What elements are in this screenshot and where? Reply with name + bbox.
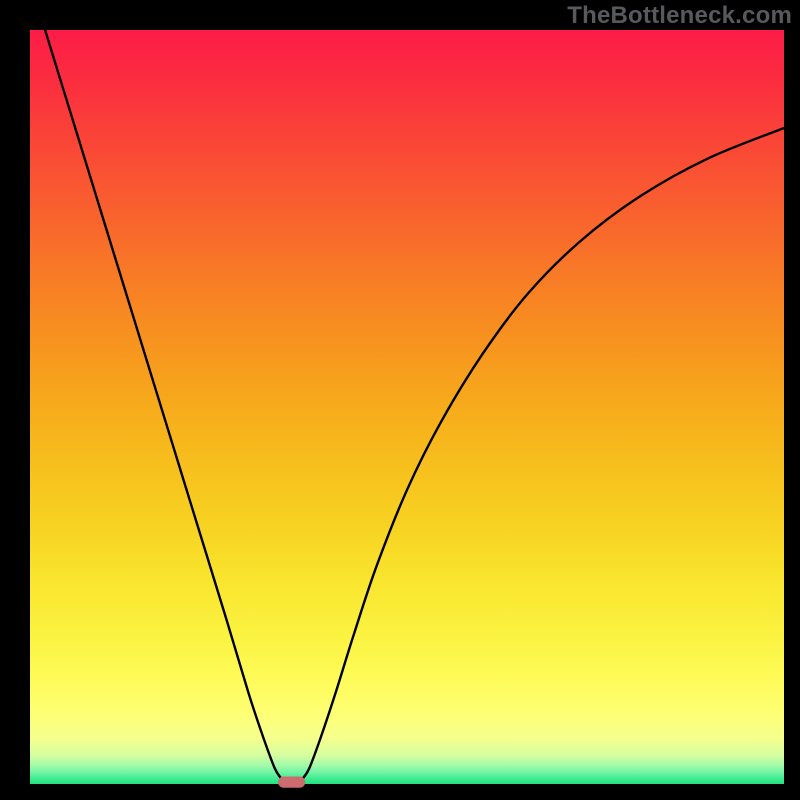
optimal-marker [278, 776, 305, 787]
watermark-text: TheBottleneck.com [567, 2, 792, 30]
plot-svg [0, 0, 800, 800]
chart-frame: TheBottleneck.com [0, 0, 800, 800]
gradient-bg [30, 30, 784, 784]
